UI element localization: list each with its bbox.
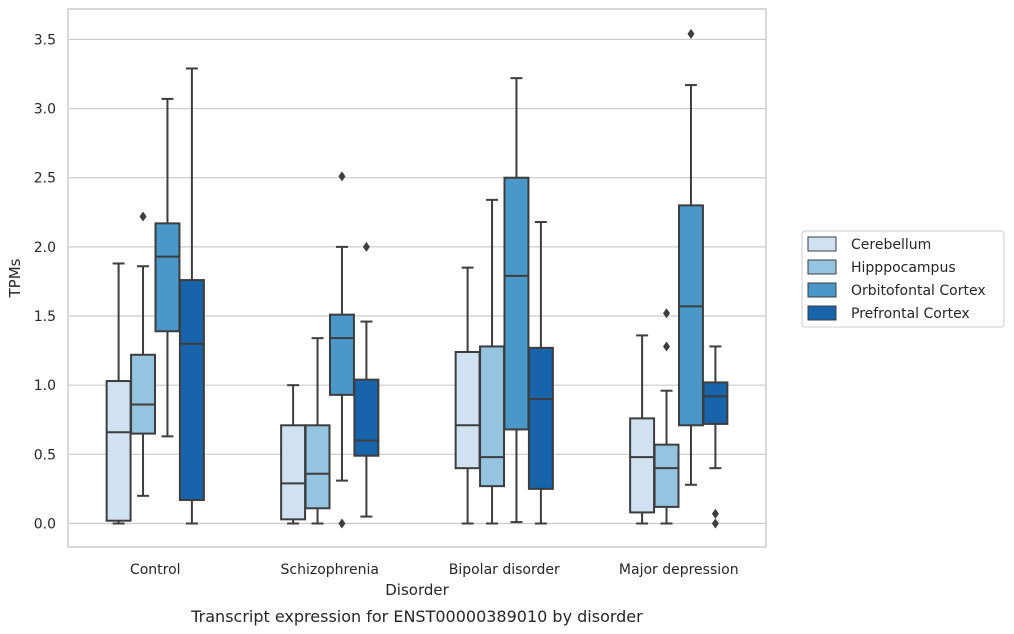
x-axis-title: Disorder (385, 581, 449, 599)
box-2-0 (454, 266, 481, 525)
box-2-3 (527, 220, 554, 525)
y-axis-title: TPMs (6, 258, 24, 298)
legend-swatch (807, 236, 837, 252)
y-tick-label: 3.5 (34, 32, 56, 48)
legend-label: Cerebellum (851, 237, 931, 253)
box-body (154, 222, 181, 333)
box-body (178, 279, 205, 501)
box-body (130, 353, 157, 435)
box-2-1 (479, 198, 506, 525)
y-tick-label: 1.0 (34, 378, 56, 394)
box-0-3 (178, 67, 205, 525)
legend: Cerebellum Hipppocampus Orbitofontal Corte… (801, 230, 1005, 328)
box-2-2 (503, 77, 530, 524)
box-3-3 (702, 345, 729, 529)
outlier-point (687, 28, 695, 39)
box-0-1 (130, 211, 157, 497)
box-0-2 (154, 97, 181, 438)
x-tick-label: Schizophrenia (281, 562, 379, 578)
outlier-point (139, 211, 147, 222)
box-3-1 (653, 308, 680, 525)
box-0-0 (105, 262, 132, 525)
box-body (629, 417, 656, 514)
legend-label: Orbitofontal Cortex (851, 283, 986, 299)
box-3-2 (677, 28, 704, 486)
legend-swatch (807, 282, 837, 298)
y-tick-label: 3.0 (34, 102, 56, 118)
box-1-1 (304, 337, 331, 525)
outlier-point (663, 308, 671, 319)
box-1-2 (328, 171, 355, 529)
x-axis-ticks: Control Schizophrenia Bipolar disorder Majo… (130, 562, 739, 578)
box-body (105, 380, 132, 522)
y-tick-label: 0.0 (34, 516, 56, 532)
legend-swatch (807, 259, 837, 275)
box-body (353, 378, 380, 457)
box-body (454, 350, 481, 470)
y-tick-label: 2.0 (34, 240, 56, 256)
box-plot-marks (105, 28, 729, 529)
outlier-point (711, 518, 719, 529)
box-body (527, 346, 554, 490)
box-body (479, 345, 506, 488)
legend-label: Hipppocampus (851, 260, 956, 276)
legend-swatch (807, 305, 837, 321)
box-body (653, 443, 680, 508)
box-3-0 (629, 334, 656, 525)
y-axis-ticks: 0.0 0.5 1.0 1.5 2.0 2.5 3.0 3.5 (34, 32, 56, 532)
outlier-point (338, 171, 346, 182)
chart-caption: Transcript expression for ENST0000038901… (190, 607, 643, 626)
plot-frame (67, 8, 767, 548)
box-body (503, 176, 530, 431)
outlier-point (711, 508, 719, 519)
box-body (702, 381, 729, 425)
outlier-point (338, 518, 346, 529)
legend-frame (801, 230, 1005, 328)
outlier-point (663, 341, 671, 352)
y-tick-label: 2.5 (34, 171, 56, 187)
box-body (677, 204, 704, 427)
box-1-0 (280, 384, 307, 525)
box-body (328, 313, 355, 396)
box-body (304, 424, 331, 510)
x-tick-label: Major depression (619, 562, 739, 578)
y-tick-label: 1.5 (34, 309, 56, 325)
x-tick-label: Control (130, 562, 181, 578)
y-tick-label: 0.5 (34, 447, 56, 463)
x-tick-label: Bipolar disorder (449, 562, 560, 578)
box-body (280, 424, 307, 521)
outlier-point (362, 241, 370, 252)
box-1-3 (353, 241, 380, 518)
legend-label: Prefrontal Cortex (851, 306, 970, 322)
